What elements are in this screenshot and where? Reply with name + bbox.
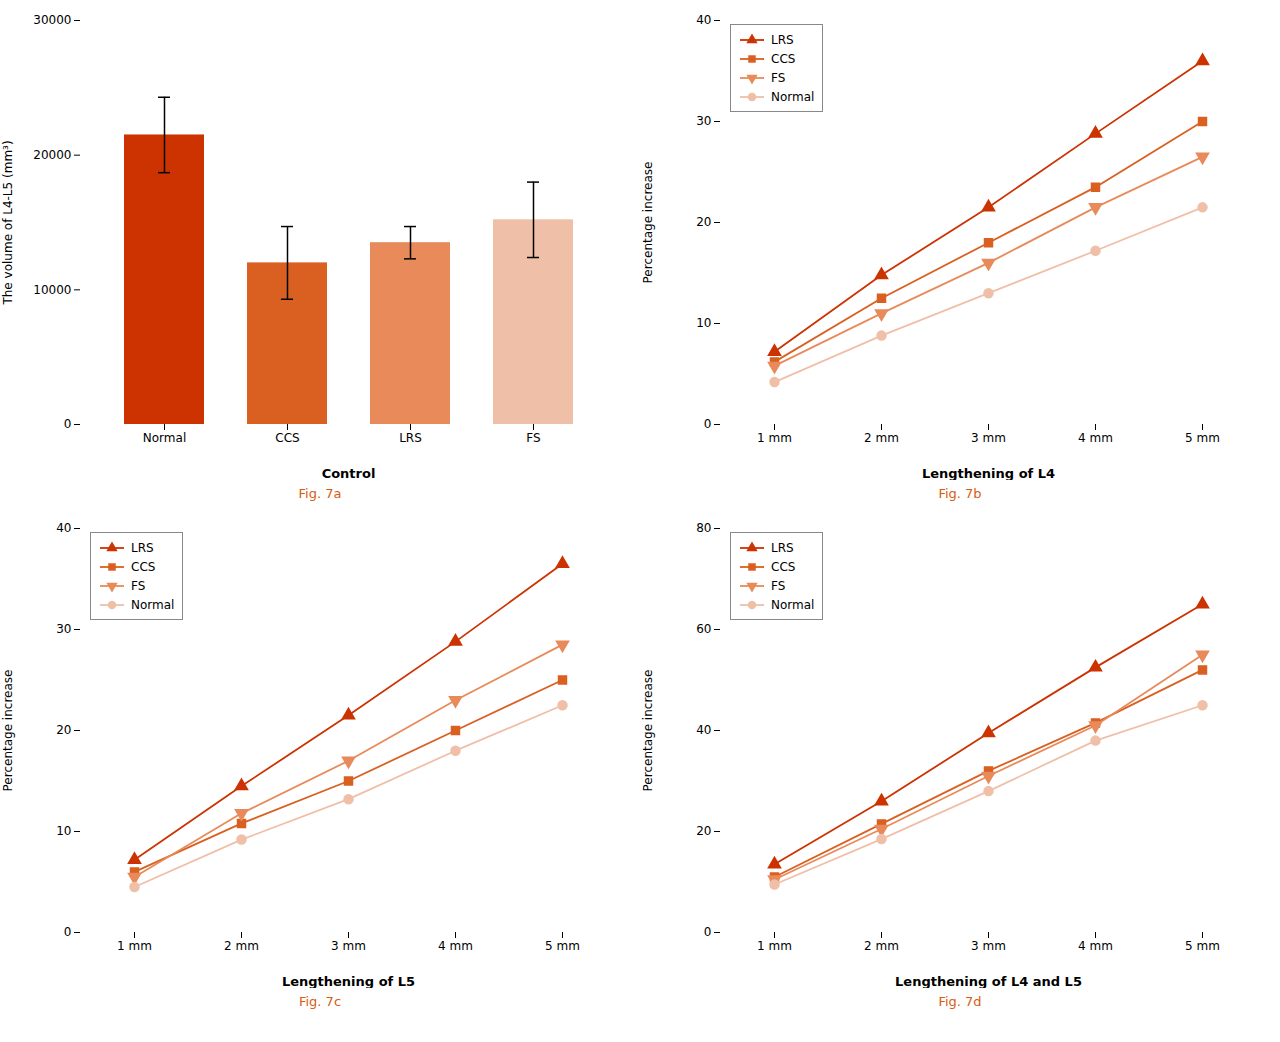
html-text:Normal: Normal xyxy=(771,89,815,104)
svg-text:80: 80 xyxy=(696,521,711,535)
html-text:Fig. 7a: Fig. 7a xyxy=(298,486,342,501)
html-text:CCS: CCS xyxy=(131,559,156,574)
svg-text:20: 20 xyxy=(696,824,711,838)
svg-text:FS: FS xyxy=(526,431,540,445)
svg-text:1 mm: 1 mm xyxy=(117,939,152,953)
svg-text:3 mm: 3 mm xyxy=(971,431,1006,445)
svg-text:40: 40 xyxy=(56,521,71,535)
svg-text:Lengthening of L4 and L5: Lengthening of L4 and L5 xyxy=(895,974,1082,989)
html-text:Fig. 7c: Fig. 7c xyxy=(299,994,341,1009)
html-text:FS: FS xyxy=(131,578,146,593)
svg-text:3 mm: 3 mm xyxy=(971,939,1006,953)
svg-text:20000: 20000 xyxy=(33,148,71,162)
svg-text:0: 0 xyxy=(64,925,72,939)
svg-text:10000: 10000 xyxy=(33,283,71,297)
html-text:Fig. 7b: Fig. 7b xyxy=(938,486,982,501)
svg-text:2 mm: 2 mm xyxy=(864,939,899,953)
svg-text:Control: Control xyxy=(322,466,376,481)
svg-text:20: 20 xyxy=(56,723,71,737)
svg-text:3 mm: 3 mm xyxy=(331,939,366,953)
svg-text:2 mm: 2 mm xyxy=(864,431,899,445)
svg-text:5 mm: 5 mm xyxy=(545,939,580,953)
html-text:Normal: Normal xyxy=(771,597,815,612)
svg-text:Lengthening of L5: Lengthening of L5 xyxy=(282,974,415,989)
html-text:CCS: CCS xyxy=(771,559,796,574)
html-text:LRS: LRS xyxy=(771,540,794,555)
svg-text:1 mm: 1 mm xyxy=(757,431,792,445)
html-text:FS: FS xyxy=(771,578,786,593)
svg-text:Normal: Normal xyxy=(143,431,186,445)
svg-text:4 mm: 4 mm xyxy=(1078,939,1113,953)
svg-text:30: 30 xyxy=(56,622,71,636)
svg-text:40: 40 xyxy=(696,723,711,737)
svg-text:2 mm: 2 mm xyxy=(224,939,259,953)
svg-text:30: 30 xyxy=(696,114,711,128)
svg-text:30000: 30000 xyxy=(33,13,71,27)
svg-text:1 mm: 1 mm xyxy=(757,939,792,953)
svg-text:LRS: LRS xyxy=(399,431,422,445)
svg-text:Percentage increase: Percentage increase xyxy=(1,670,15,792)
svg-text:Percentage increase: Percentage increase xyxy=(641,162,655,284)
svg-text:60: 60 xyxy=(696,622,711,636)
svg-text:Lengthening of L4: Lengthening of L4 xyxy=(922,466,1055,481)
svg-text:10: 10 xyxy=(696,316,711,330)
svg-text:0: 0 xyxy=(704,417,712,431)
html-text:Fig. 7d: Fig. 7d xyxy=(938,994,982,1009)
html-text:Normal: Normal xyxy=(131,597,175,612)
svg-text:The volume of L4-L5 (mm³): The volume of L4-L5 (mm³) xyxy=(1,140,15,305)
svg-text:40: 40 xyxy=(696,13,711,27)
html-text:CCS: CCS xyxy=(771,51,796,66)
svg-text:10: 10 xyxy=(56,824,71,838)
html-text:LRS: LRS xyxy=(771,32,794,47)
html-text:LRS: LRS xyxy=(131,540,154,555)
svg-text:4 mm: 4 mm xyxy=(438,939,473,953)
svg-text:4 mm: 4 mm xyxy=(1078,431,1113,445)
svg-text:Percentage increase: Percentage increase xyxy=(641,670,655,792)
svg-text:CCS: CCS xyxy=(275,431,299,445)
svg-text:20: 20 xyxy=(696,215,711,229)
svg-text:0: 0 xyxy=(704,925,712,939)
html-text:FS: FS xyxy=(771,70,786,85)
svg-text:5 mm: 5 mm xyxy=(1185,939,1220,953)
svg-text:5 mm: 5 mm xyxy=(1185,431,1220,445)
svg-text:0: 0 xyxy=(64,417,72,431)
